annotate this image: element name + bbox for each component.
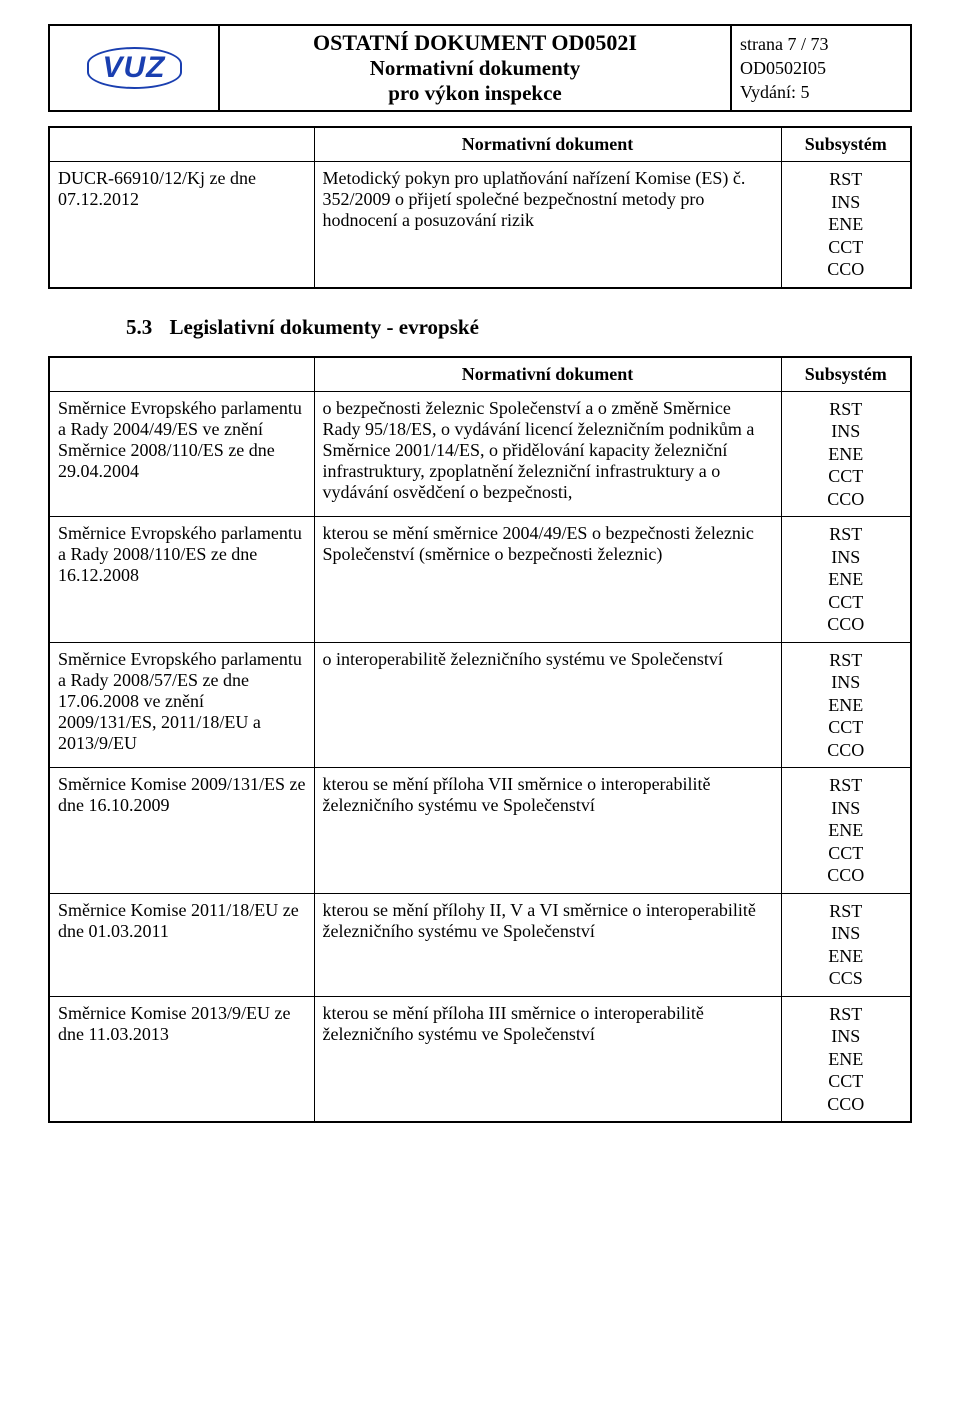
subsystem-code: CCT bbox=[790, 842, 903, 865]
subsystem-stack: RSTINSENECCS bbox=[790, 900, 903, 990]
subsystem-code: RST bbox=[790, 523, 903, 546]
subsystem-code: ENE bbox=[790, 213, 903, 236]
subsystem-stack: RSTINSENECCTCCO bbox=[790, 774, 903, 887]
title-cell: OSTATNÍ DOKUMENT OD0502I Normativní doku… bbox=[219, 25, 731, 111]
t2-r0-mid: o bezpečnosti železnic Společenství a o … bbox=[314, 391, 781, 517]
subsystem-code: INS bbox=[790, 420, 903, 443]
t2-r3-left: Směrnice Komise 2009/131/ES ze dne 16.10… bbox=[49, 768, 314, 894]
subsystem-code: CCO bbox=[790, 1093, 903, 1116]
t2-r1-right: RSTINSENECCTCCO bbox=[781, 517, 911, 643]
subsystem-code: CCT bbox=[790, 591, 903, 614]
doc-title-line1: OSTATNÍ DOKUMENT OD0502I bbox=[228, 30, 722, 56]
subsystem-code: ENE bbox=[790, 694, 903, 717]
t2-r5-left: Směrnice Komise 2013/9/EU ze dne 11.03.2… bbox=[49, 996, 314, 1122]
t1-header-nd: Normativní dokument bbox=[314, 127, 781, 162]
subsystem-code: RST bbox=[790, 168, 903, 191]
subsystem-stack: RSTINSENECCTCCO bbox=[790, 649, 903, 762]
t2-header-nd: Normativní dokument bbox=[314, 357, 781, 392]
subsystem-stack: RSTINSENECCTCCO bbox=[790, 168, 903, 281]
section-number: 5.3 bbox=[126, 315, 152, 340]
table-row: DUCR-66910/12/Kj ze dne 07.12.2012 Metod… bbox=[49, 162, 911, 288]
table-top: Normativní dokument Subsystém DUCR-66910… bbox=[48, 126, 912, 289]
subsystem-code: CCT bbox=[790, 236, 903, 259]
t2-header-sub: Subsystém bbox=[781, 357, 911, 392]
subsystem-code: RST bbox=[790, 398, 903, 421]
table-row: Směrnice Evropského parlamentu a Rady 20… bbox=[49, 642, 911, 768]
table-row: Směrnice Evropského parlamentu a Rady 20… bbox=[49, 517, 911, 643]
t1-header-blank bbox=[49, 127, 314, 162]
subsystem-code: INS bbox=[790, 797, 903, 820]
subsystem-code: ENE bbox=[790, 819, 903, 842]
t2-r3-mid: kterou se mění příloha VII směrnice o in… bbox=[314, 768, 781, 894]
section-heading: 5.3 Legislativní dokumenty - evropské bbox=[126, 315, 912, 340]
doc-code: OD0502I05 bbox=[740, 56, 902, 80]
logo-icon: VUZ bbox=[87, 47, 182, 89]
subsystem-stack: RSTINSENECCTCCO bbox=[790, 1003, 903, 1116]
table-row: Směrnice Komise 2013/9/EU ze dne 11.03.2… bbox=[49, 996, 911, 1122]
table-row: Směrnice Komise 2011/18/EU ze dne 01.03.… bbox=[49, 893, 911, 996]
subsystem-code: ENE bbox=[790, 1048, 903, 1071]
doc-title-line2: Normativní dokumenty bbox=[228, 56, 722, 81]
page-label: strana 7 / 73 bbox=[740, 32, 902, 56]
subsystem-code: ENE bbox=[790, 945, 903, 968]
section-title: Legislativní dokumenty - evropské bbox=[170, 315, 479, 339]
t2-r0-left: Směrnice Evropského parlamentu a Rady 20… bbox=[49, 391, 314, 517]
subsystem-code: RST bbox=[790, 774, 903, 797]
t2-r5-mid: kterou se mění příloha III směrnice o in… bbox=[314, 996, 781, 1122]
t1-header-sub: Subsystém bbox=[781, 127, 911, 162]
logo-cell: VUZ bbox=[49, 25, 219, 111]
subsystem-code: RST bbox=[790, 900, 903, 923]
t2-r4-mid: kterou se mění přílohy II, V a VI směrni… bbox=[314, 893, 781, 996]
t2-header-blank bbox=[49, 357, 314, 392]
subsystem-code: INS bbox=[790, 191, 903, 214]
subsystem-code: CCO bbox=[790, 613, 903, 636]
t1-r0-right: RSTINSENECCTCCO bbox=[781, 162, 911, 288]
subsystem-code: CCS bbox=[790, 967, 903, 990]
table-legislative: Normativní dokument Subsystém Směrnice E… bbox=[48, 356, 912, 1124]
subsystem-code: CCO bbox=[790, 739, 903, 762]
subsystem-stack: RSTINSENECCTCCO bbox=[790, 398, 903, 511]
subsystem-code: RST bbox=[790, 1003, 903, 1026]
t2-r2-mid: o interoperabilitě železničního systému … bbox=[314, 642, 781, 768]
table-row: Směrnice Evropského parlamentu a Rady 20… bbox=[49, 391, 911, 517]
subsystem-code: CCT bbox=[790, 1070, 903, 1093]
subsystem-stack: RSTINSENECCTCCO bbox=[790, 523, 903, 636]
edition-label: Vydání: 5 bbox=[740, 80, 902, 104]
t2-r5-right: RSTINSENECCTCCO bbox=[781, 996, 911, 1122]
subsystem-code: INS bbox=[790, 546, 903, 569]
logo-text: VUZ bbox=[103, 51, 166, 84]
subsystem-code: ENE bbox=[790, 568, 903, 591]
t2-r2-right: RSTINSENECCTCCO bbox=[781, 642, 911, 768]
t2-r3-right: RSTINSENECCTCCO bbox=[781, 768, 911, 894]
document-header: VUZ OSTATNÍ DOKUMENT OD0502I Normativní … bbox=[48, 24, 912, 112]
subsystem-code: CCO bbox=[790, 258, 903, 281]
t2-r1-mid: kterou se mění směrnice 2004/49/ES o bez… bbox=[314, 517, 781, 643]
t1-r0-mid: Metodický pokyn pro uplatňování nařízení… bbox=[314, 162, 781, 288]
t2-r1-left: Směrnice Evropského parlamentu a Rady 20… bbox=[49, 517, 314, 643]
subsystem-code: CCT bbox=[790, 716, 903, 739]
subsystem-code: INS bbox=[790, 671, 903, 694]
subsystem-code: INS bbox=[790, 1025, 903, 1048]
table-row: Směrnice Komise 2009/131/ES ze dne 16.10… bbox=[49, 768, 911, 894]
subsystem-code: RST bbox=[790, 649, 903, 672]
t2-r0-right: RSTINSENECCTCCO bbox=[781, 391, 911, 517]
subsystem-code: CCO bbox=[790, 864, 903, 887]
subsystem-code: ENE bbox=[790, 443, 903, 466]
subsystem-code: CCT bbox=[790, 465, 903, 488]
subsystem-code: INS bbox=[790, 922, 903, 945]
t2-r4-right: RSTINSENECCS bbox=[781, 893, 911, 996]
t2-r4-left: Směrnice Komise 2011/18/EU ze dne 01.03.… bbox=[49, 893, 314, 996]
subsystem-code: CCO bbox=[790, 488, 903, 511]
t2-r2-left: Směrnice Evropského parlamentu a Rady 20… bbox=[49, 642, 314, 768]
meta-cell: strana 7 / 73 OD0502I05 Vydání: 5 bbox=[731, 25, 911, 111]
t1-r0-left: DUCR-66910/12/Kj ze dne 07.12.2012 bbox=[49, 162, 314, 288]
doc-title-line3: pro výkon inspekce bbox=[228, 81, 722, 106]
